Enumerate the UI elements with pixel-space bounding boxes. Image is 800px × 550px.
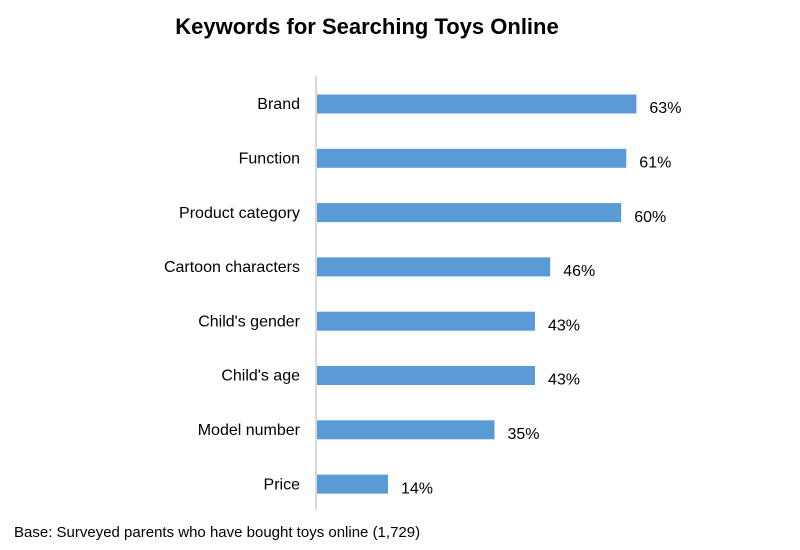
bar-5 bbox=[317, 366, 535, 385]
chart-title: Keywords for Searching Toys Online bbox=[175, 14, 559, 39]
bar-7 bbox=[317, 474, 388, 494]
value-label: 63% bbox=[649, 100, 681, 117]
value-label: 61% bbox=[639, 155, 671, 172]
category-label: Cartoon characters bbox=[164, 259, 300, 276]
value-label: 35% bbox=[508, 426, 540, 443]
value-label: 43% bbox=[548, 317, 580, 334]
category-label: Product category bbox=[179, 205, 300, 222]
bar-0 bbox=[317, 94, 637, 114]
category-label: Price bbox=[264, 476, 301, 493]
footnote: Base: Surveyed parents who have bought t… bbox=[14, 524, 421, 541]
category-label: Brand bbox=[257, 96, 300, 113]
bar-4 bbox=[317, 311, 535, 331]
bar-chart: Brand 63% Function 61% Product category 60% Ca… bbox=[164, 76, 681, 510]
value-label: 46% bbox=[563, 263, 595, 280]
bar-2 bbox=[317, 203, 622, 223]
value-label: 14% bbox=[401, 480, 433, 497]
category-label: Child's age bbox=[221, 368, 300, 385]
value-label: 43% bbox=[548, 372, 580, 389]
category-label: Child's gender bbox=[198, 313, 300, 330]
bar-3 bbox=[317, 257, 551, 277]
category-label: Function bbox=[239, 151, 300, 168]
category-label: Model number bbox=[198, 422, 301, 439]
bar-6 bbox=[317, 420, 495, 440]
value-label: 60% bbox=[634, 209, 666, 226]
bar-1 bbox=[317, 148, 627, 168]
bars-layer: Brand 63% Function 61% Product category 60% Ca… bbox=[164, 94, 681, 497]
